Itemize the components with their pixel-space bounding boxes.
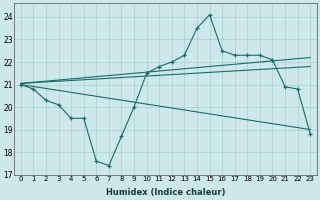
X-axis label: Humidex (Indice chaleur): Humidex (Indice chaleur) — [106, 188, 225, 197]
